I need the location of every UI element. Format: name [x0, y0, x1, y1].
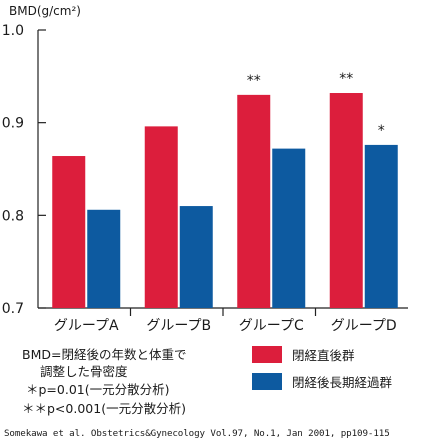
- y-tick-label-2: 0.9: [2, 116, 24, 132]
- bar-0-0: [52, 156, 86, 308]
- legend-swatch-series2: [252, 373, 282, 390]
- legend-label-series1: 閉経直後群: [292, 348, 355, 363]
- x-tick-label-3: グループD: [331, 318, 397, 334]
- note-double-asterisk: ＊＊p<0.001(一元分散分析): [22, 401, 186, 416]
- significance-mark-0-3: **: [339, 71, 353, 87]
- legend-item-series2: 閉経後長期経過群: [252, 372, 392, 391]
- bar-0-1: [144, 126, 178, 308]
- bar-1-2: [272, 148, 306, 308]
- significance-mark-1-3: *: [378, 123, 385, 139]
- legend-label-series2: 閉経後長期経過群: [292, 375, 393, 390]
- legend-swatch-series1: [252, 346, 282, 363]
- significance-mark-0-2: **: [247, 73, 261, 89]
- bar-1-3: [364, 144, 398, 308]
- note-adjusted-line2: 調整した骨密度: [40, 364, 128, 379]
- note-adjusted-line1: BMD=閉経後の年数と体重で: [22, 347, 187, 362]
- y-tick-label-1: 0.8: [2, 208, 24, 224]
- bar-1-1: [179, 206, 213, 308]
- note-single-asterisk: ＊p=0.01(一元分散分析): [26, 382, 170, 397]
- x-tick-label-1: グループB: [146, 318, 211, 334]
- y-tick-label-0: 0.7: [2, 301, 24, 317]
- source-citation: Somekawa et al. Obstetrics&Gynecology Vo…: [4, 428, 390, 439]
- legend-item-series1: 閉経直後群: [252, 345, 355, 364]
- y-axis-title: BMD(g/cm²): [9, 4, 81, 18]
- bar-0-2: [237, 94, 271, 308]
- x-tick-label-2: グループC: [239, 318, 304, 334]
- y-tick-label-3: 1.0: [2, 23, 24, 39]
- bar-1-0: [87, 209, 121, 308]
- x-tick-label-0: グループA: [54, 318, 119, 334]
- bar-0-3: [329, 93, 363, 308]
